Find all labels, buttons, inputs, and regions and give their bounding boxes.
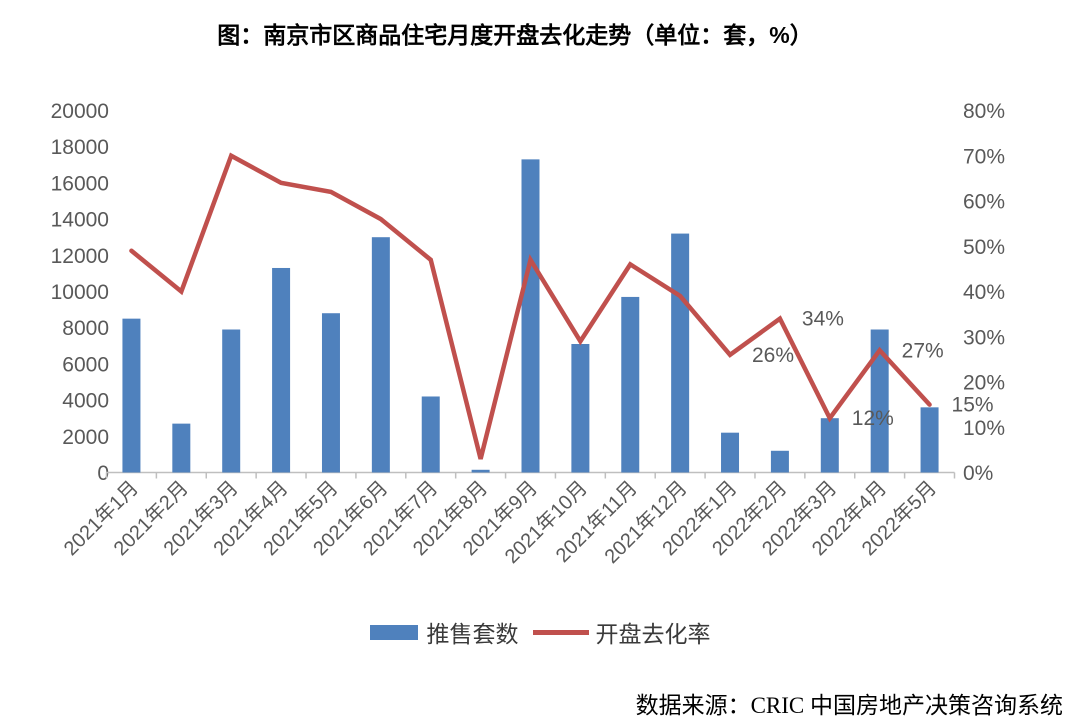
bar [222, 329, 241, 473]
right-axis: 0% 10% 20% 30% 40% 50% 60% 70% 80% [963, 100, 1005, 485]
absorption-rate-line [129, 152, 932, 460]
bar [621, 296, 640, 473]
left-axis-tick-label: 12000 [51, 245, 109, 268]
legend: 推售套数 开盘去化率 [0, 615, 1080, 649]
bar [770, 450, 789, 473]
right-axis-tick-label: 30% [963, 326, 1005, 349]
bar [421, 396, 440, 473]
right-axis-tick-label: 70% [963, 145, 1005, 168]
line-series-swatch-icon [532, 629, 589, 635]
bar [371, 237, 390, 473]
right-axis-tick-label: 10% [963, 417, 1005, 440]
left-axis-tick-label: 10000 [51, 281, 109, 304]
left-axis-tick-label: 14000 [51, 209, 109, 232]
left-axis-tick-label: 8000 [62, 317, 109, 340]
right-axis-tick-label: 20% [963, 372, 1005, 395]
bar [122, 318, 141, 473]
right-axis-tick-label: 50% [963, 236, 1005, 259]
right-axis-tick-label: 60% [963, 191, 1005, 214]
bar [820, 418, 839, 473]
left-axis-tick-label: 2000 [62, 426, 109, 449]
legend-line-label: 开盘去化率 [595, 622, 711, 647]
legend-bars-label: 推售套数 [426, 622, 519, 647]
bar [721, 432, 740, 473]
line-point-labels: 26% 34% 12% 27% 15% [752, 308, 994, 431]
left-axis-tick-label: 18000 [51, 136, 109, 159]
left-axis-tick-label: 6000 [62, 353, 109, 376]
bar [920, 407, 939, 473]
bar [471, 469, 490, 473]
left-axis-tick-label: 0 [97, 462, 109, 485]
bar [321, 313, 340, 473]
left-axis-tick-label: 20000 [51, 100, 109, 123]
data-source-note: 数据来源：CRIC 中国房地产决策咨询系统 [635, 693, 1063, 718]
line-point-label: 26% [752, 344, 794, 367]
bar [272, 267, 291, 473]
bar [671, 233, 690, 473]
bar [521, 159, 540, 473]
left-axis-tick-label: 4000 [62, 390, 109, 413]
bar [571, 343, 590, 473]
chart-title: 图：南京市区商品住宅月度开盘去化走势（单位：套，%） [217, 22, 813, 48]
bar-series [122, 159, 939, 473]
line-point-label: 27% [902, 339, 944, 362]
right-axis-tick-label: 0% [963, 462, 993, 485]
left-axis: 0 2000 4000 6000 8000 10000 12000 14000 16000 180… [51, 100, 109, 485]
line-point-label: 12% [852, 407, 894, 430]
right-axis-tick-label: 80% [963, 100, 1005, 123]
right-axis-tick-label: 40% [963, 281, 1005, 304]
bar [172, 423, 191, 473]
line-point-label: 15% [952, 394, 994, 417]
left-axis-tick-label: 16000 [51, 172, 109, 195]
x-axis: 2021年1月2021年2月2021年3月2021年4月2021年5月2021年… [59, 471, 956, 568]
bar [870, 329, 889, 473]
line-point-label: 34% [802, 308, 844, 331]
bar-series-swatch-icon [369, 624, 418, 640]
